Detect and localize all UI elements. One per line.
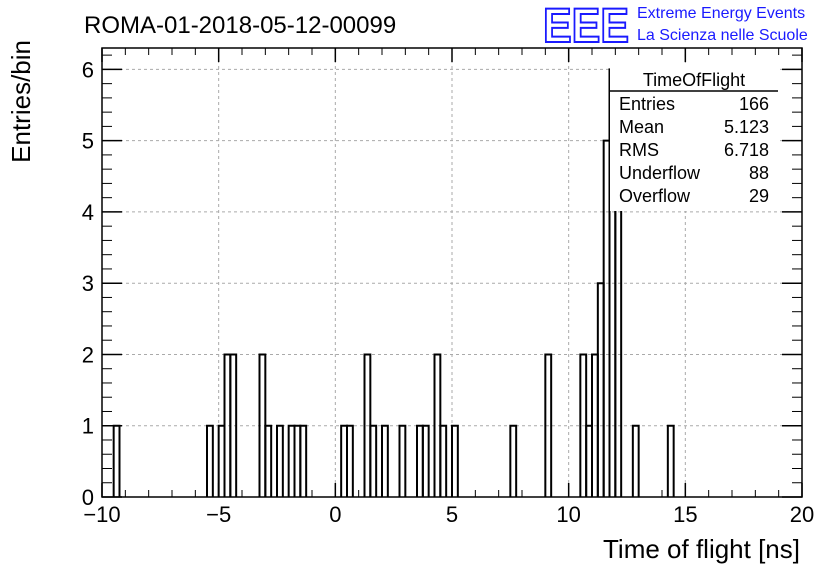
histogram-bin [112, 424, 121, 497]
stats-row-value: 5.123 [724, 117, 769, 137]
histogram-bin [369, 424, 378, 497]
histogram-bin [398, 424, 407, 497]
x-tick-label: −5 [206, 502, 231, 527]
y-tick-label: 6 [82, 57, 94, 82]
histogram-bin [299, 424, 308, 497]
x-tick-label: −10 [83, 502, 120, 527]
stats-row-value: 6.718 [724, 140, 769, 160]
logo-line-2: La Scienza nelle Scuole [637, 27, 808, 44]
x-tick-label: 5 [446, 502, 458, 527]
stats-row-value: 166 [739, 94, 769, 114]
logo-line-1: Extreme Energy Events [637, 5, 805, 22]
stats-row-label: RMS [619, 140, 659, 160]
histogram-bin [439, 424, 448, 497]
axis-ticks [101, 48, 803, 498]
stats-row-label: Underflow [619, 163, 701, 183]
y-tick-label: 2 [82, 342, 94, 367]
x-tick-label: 15 [673, 502, 697, 527]
stats-box: TimeOfFlight Entries 166 Mean 5.123 RMS 6.718… [610, 66, 778, 211]
y-tick-label: 5 [82, 129, 94, 154]
histogram-bin [264, 424, 273, 497]
stats-row-label: Mean [619, 117, 664, 137]
eee-logo: EEE [543, 0, 629, 53]
y-tick-label: 1 [82, 414, 94, 439]
histogram-bin [509, 424, 518, 497]
histogram-bin [451, 424, 459, 497]
x-tick-label: 20 [790, 502, 814, 527]
histogram-bin [381, 424, 389, 497]
tick-labels: −10 −5 0 5 10 15 20 0 1 2 3 4 5 6 [82, 57, 814, 527]
x-axis-label: Time of flight [ns] [603, 534, 800, 564]
chart-title: ROMA-01-2018-05-12-00099 [84, 12, 396, 39]
y-tick-label: 3 [82, 271, 94, 296]
x-tick-label: 0 [329, 502, 341, 527]
histogram-bin [276, 424, 284, 497]
histogram-bin [346, 424, 354, 497]
histogram-bin [421, 424, 430, 497]
stats-row-value: 29 [749, 186, 769, 206]
y-tick-label: 0 [82, 485, 94, 510]
histogram-bin [631, 424, 640, 497]
histogram-bin [666, 424, 675, 497]
histogram-bin [229, 353, 238, 497]
y-tick-label: 4 [82, 200, 94, 225]
histogram-bars [112, 68, 675, 497]
histogram-bin [206, 424, 214, 497]
x-tick-label: 10 [556, 502, 580, 527]
stats-box-bg [610, 66, 778, 211]
y-axis-label: Entries/bin [6, 40, 36, 163]
stats-row-label: Entries [619, 94, 675, 114]
stats-box-name: TimeOfFlight [643, 70, 745, 90]
histogram-bin [544, 353, 553, 497]
stats-row-label: Overflow [619, 186, 691, 206]
stats-row-value: 88 [749, 163, 769, 183]
stats-rows: Entries 166 Mean 5.123 RMS 6.718 Underflow 88 Ov… [619, 94, 769, 206]
